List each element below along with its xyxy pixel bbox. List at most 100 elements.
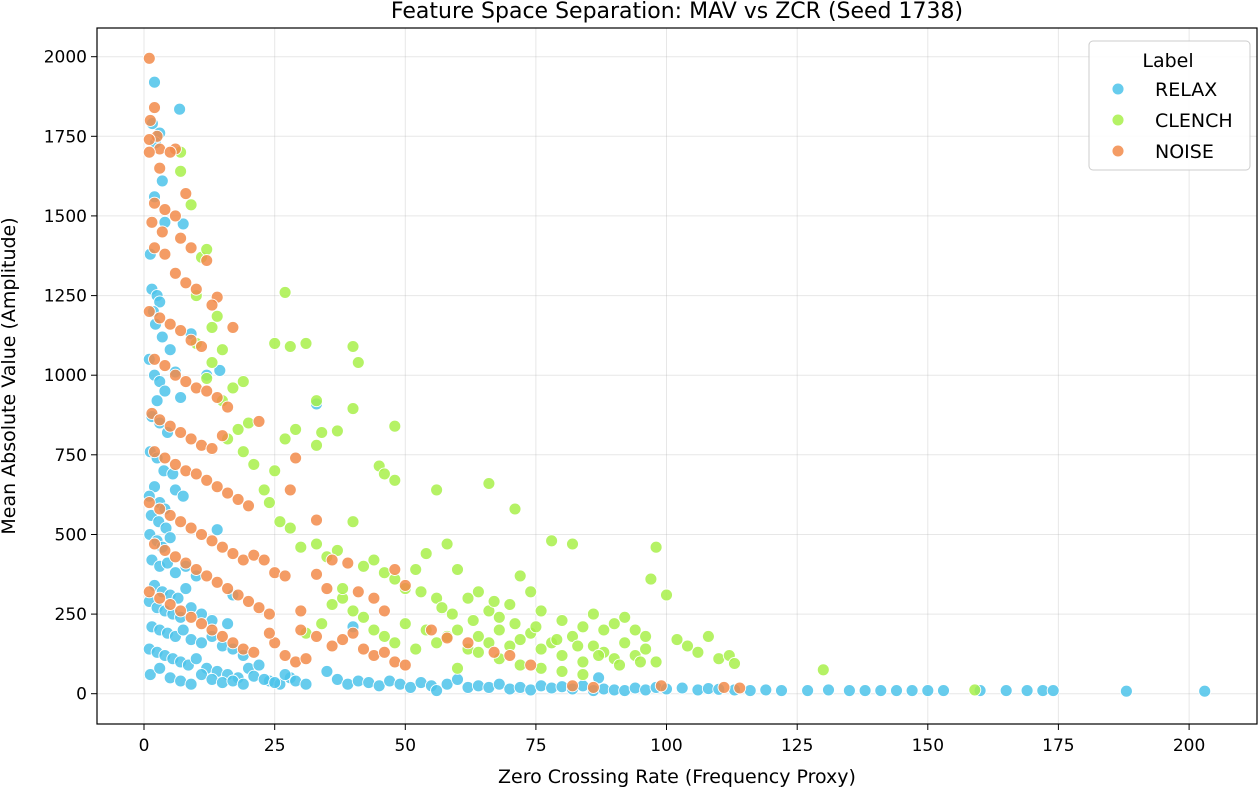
data-point-noise: [215, 540, 229, 554]
data-point-clench: [398, 617, 412, 631]
data-point-noise: [717, 680, 731, 694]
y-axis: 0 250 500 750 1000 1250 1500 1750 2000: [44, 48, 97, 705]
data-point-noise: [503, 649, 517, 662]
data-point-clench: [681, 639, 694, 653]
data-point-clench: [670, 633, 684, 647]
data-point-noise: [153, 311, 167, 325]
data-point-noise: [357, 642, 370, 656]
data-point-noise: [153, 591, 167, 605]
data-point-clench: [487, 594, 501, 608]
data-point-noise: [367, 591, 381, 605]
data-point-noise: [388, 563, 402, 576]
data-point-noise: [487, 645, 501, 659]
data-point-clench: [310, 438, 323, 452]
data-point-clench: [555, 664, 569, 678]
data-point-noise: [398, 658, 412, 672]
data-point-clench: [367, 623, 381, 637]
data-point-clench: [545, 534, 559, 548]
data-point-noise: [184, 333, 198, 347]
data-point-relax: [822, 683, 835, 697]
data-point-noise: [210, 575, 224, 589]
data-point-noise: [163, 317, 177, 331]
data-point-noise: [189, 282, 203, 296]
data-point-noise: [142, 305, 156, 318]
data-point-relax: [195, 636, 208, 650]
x-tick-label: 150: [912, 736, 944, 756]
y-tick-label: 250: [55, 605, 87, 625]
data-point-relax: [675, 681, 689, 695]
data-point-relax: [618, 684, 632, 698]
data-point-relax: [189, 652, 203, 666]
data-point-clench: [268, 464, 282, 478]
data-point-noise: [461, 636, 475, 650]
data-point-noise: [158, 451, 172, 465]
data-point-clench: [283, 340, 297, 353]
data-point-noise: [148, 445, 161, 459]
data-point-clench: [346, 340, 360, 353]
data-point-relax: [471, 679, 485, 693]
data-point-clench: [445, 607, 459, 621]
data-point-noise: [142, 145, 156, 159]
data-point-clench: [618, 636, 632, 650]
data-point-clench: [377, 629, 391, 643]
data-point-relax: [150, 394, 164, 408]
data-point-noise: [148, 537, 161, 551]
data-point-relax: [158, 384, 172, 398]
data-point-clench: [351, 356, 365, 369]
data-point-relax: [215, 676, 229, 690]
data-point-clench: [367, 553, 381, 567]
data-point-noise: [524, 658, 538, 672]
data-point-clench: [534, 604, 548, 618]
data-point-noise: [142, 585, 156, 599]
data-point-clench: [242, 416, 255, 430]
data-point-clench: [639, 642, 653, 656]
x-tick-label: 175: [1042, 736, 1074, 756]
data-point-noise: [215, 429, 229, 443]
data-point-clench: [451, 661, 464, 675]
data-point-clench: [691, 645, 705, 659]
data-point-noise: [179, 187, 193, 201]
data-point-noise: [153, 413, 167, 427]
data-point-clench: [461, 591, 475, 605]
data-point-noise: [236, 553, 250, 567]
series-clench: [174, 145, 982, 697]
data-point-noise: [210, 480, 224, 494]
data-point-noise: [377, 645, 391, 659]
data-point-noise: [424, 623, 438, 637]
data-point-relax: [278, 668, 292, 682]
legend-frame: [1088, 40, 1251, 171]
legend-item-relax: RELAX: [1111, 79, 1217, 101]
data-point-clench: [728, 657, 741, 670]
data-point-noise: [299, 652, 313, 666]
data-point-noise: [179, 375, 193, 389]
legend-marker: [1111, 144, 1125, 158]
data-point-noise: [262, 607, 276, 621]
data-point-clench: [409, 642, 423, 656]
data-point-clench: [576, 655, 590, 669]
data-point-relax: [176, 623, 190, 637]
data-points: [142, 51, 1212, 698]
data-point-noise: [398, 578, 412, 592]
data-point-clench: [310, 394, 323, 408]
data-point-clench: [310, 537, 323, 551]
data-point-noise: [142, 496, 156, 510]
data-point-noise: [158, 359, 172, 373]
data-point-noise: [168, 550, 182, 564]
y-tick-label: 1000: [44, 366, 87, 386]
data-point-noise: [174, 515, 188, 529]
data-point-clench: [597, 623, 611, 637]
data-point-noise: [226, 320, 240, 334]
data-point-clench: [200, 371, 214, 385]
data-point-relax: [268, 676, 282, 690]
data-point-relax: [330, 672, 344, 686]
x-axis: 0 25 50 75 100 125 150 175 200: [139, 724, 1205, 756]
data-point-noise: [163, 598, 177, 611]
data-point-noise: [195, 617, 208, 631]
data-point-clench: [299, 336, 313, 350]
data-point-relax: [513, 680, 527, 694]
legend-title: Label: [1142, 50, 1193, 72]
data-point-noise: [179, 556, 193, 570]
data-point-clench: [471, 585, 485, 599]
data-point-clench: [377, 467, 391, 481]
data-point-noise: [148, 352, 161, 366]
